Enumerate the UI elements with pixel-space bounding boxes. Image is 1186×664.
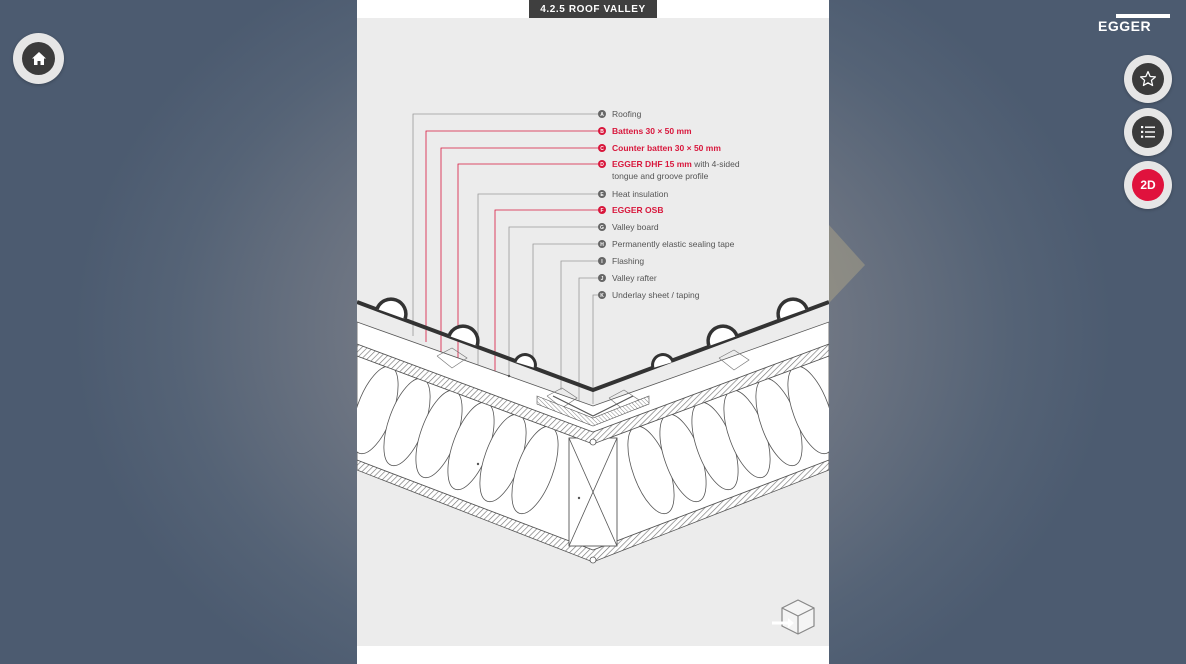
logo-text: EGGER: [1098, 18, 1152, 34]
callout-j: J Valley rafter: [598, 273, 657, 283]
valley-construction: [357, 297, 829, 564]
svg-text:A: A: [600, 112, 604, 118]
svg-text:E: E: [600, 192, 604, 198]
callout-label-counter-batten: Counter batten 30 × 50 mm: [612, 143, 721, 153]
roof-valley-drawing: A Roofing B Battens 30 × 50 mm C Counter…: [357, 109, 829, 564]
drawing-sheet: 4.2.5 ROOF VALLEY: [357, 0, 829, 664]
list-icon: [1132, 116, 1164, 148]
list-button[interactable]: [1124, 108, 1172, 156]
callout-label-valley-board: Valley board: [612, 222, 659, 232]
callout-d: D EGGER DHF 15 mm with 4-sided tongue an…: [598, 159, 740, 181]
svg-text:J: J: [601, 276, 604, 282]
callout-label-osb: EGGER OSB: [612, 205, 663, 215]
callout-label-dhf-line2: tongue and groove profile: [612, 171, 709, 181]
svg-text:F: F: [600, 208, 603, 214]
callout-h: H Permanently elastic sealing tape: [598, 239, 735, 249]
section-title: 4.2.5 ROOF VALLEY: [529, 0, 657, 18]
svg-text:K: K: [600, 293, 604, 299]
home-button[interactable]: [13, 33, 64, 84]
callout-label-heat-insulation: Heat insulation: [612, 189, 669, 199]
svg-text:C: C: [600, 146, 604, 152]
view-mode-label: 2D: [1132, 169, 1164, 201]
egger-logo: EGGER: [1098, 14, 1172, 34]
callout-label-dhf: EGGER DHF 15 mm with 4-sided: [612, 159, 740, 169]
callout-label-sealing-tape: Permanently elastic sealing tape: [612, 239, 735, 249]
background-decoration: [829, 225, 865, 303]
cube-arrow-icon[interactable]: [770, 598, 818, 640]
callout-label-battens: Battens 30 × 50 mm: [612, 126, 692, 136]
svg-text:H: H: [600, 242, 604, 248]
callout-label-roofing: Roofing: [612, 109, 642, 119]
callout-list: A Roofing B Battens 30 × 50 mm C Counter…: [598, 109, 740, 300]
callout-g: G Valley board: [598, 222, 659, 232]
callout-k: K Underlay sheet / taping: [598, 290, 700, 300]
callout-b: B Battens 30 × 50 mm: [598, 126, 692, 136]
callout-a: A Roofing: [598, 109, 642, 119]
callout-label-flashing: Flashing: [612, 256, 644, 266]
callout-label-valley-rafter: Valley rafter: [612, 273, 657, 283]
callout-i: I Flashing: [598, 256, 644, 266]
callout-label-underlay: Underlay sheet / taping: [612, 290, 700, 300]
svg-text:D: D: [600, 162, 604, 168]
star-icon: [1132, 63, 1164, 95]
svg-text:I: I: [601, 259, 603, 265]
view-mode-2d-button[interactable]: 2D: [1124, 161, 1172, 209]
callout-f: F EGGER OSB: [598, 205, 663, 215]
favorite-button[interactable]: [1124, 55, 1172, 103]
svg-text:B: B: [600, 129, 604, 135]
callout-c: C Counter batten 30 × 50 mm: [598, 143, 721, 153]
callout-e: E Heat insulation: [598, 189, 669, 199]
home-icon: [22, 42, 55, 75]
svg-text:G: G: [600, 225, 604, 231]
